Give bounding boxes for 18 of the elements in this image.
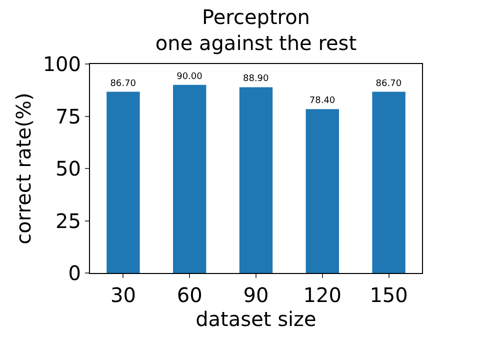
x-axis-title: dataset size	[196, 307, 316, 331]
data-label: 90.00	[176, 72, 203, 82]
y-axis-title: correct rate(%)	[11, 92, 36, 244]
y-tick-label: 100	[42, 52, 81, 76]
x-tick-label: 150	[370, 283, 408, 307]
y-tick-label: 0	[68, 261, 81, 285]
data-label: 86.70	[376, 78, 402, 89]
x-tick-label: 60	[176, 283, 202, 307]
data-label: 88.90	[242, 74, 270, 84]
data-label: 78.40	[309, 96, 336, 106]
y-tick-label: 50	[56, 156, 81, 180]
chart-title: Perceptron one against the rest	[155, 5, 357, 55]
x-tick-label: 90	[243, 283, 269, 307]
x-tick-label: 120	[303, 283, 342, 307]
y-tick-label: 25	[56, 208, 81, 233]
x-tick-label: 30	[110, 283, 136, 307]
data-label: 86.70	[110, 78, 136, 89]
y-tick-label: 75	[56, 104, 81, 128]
